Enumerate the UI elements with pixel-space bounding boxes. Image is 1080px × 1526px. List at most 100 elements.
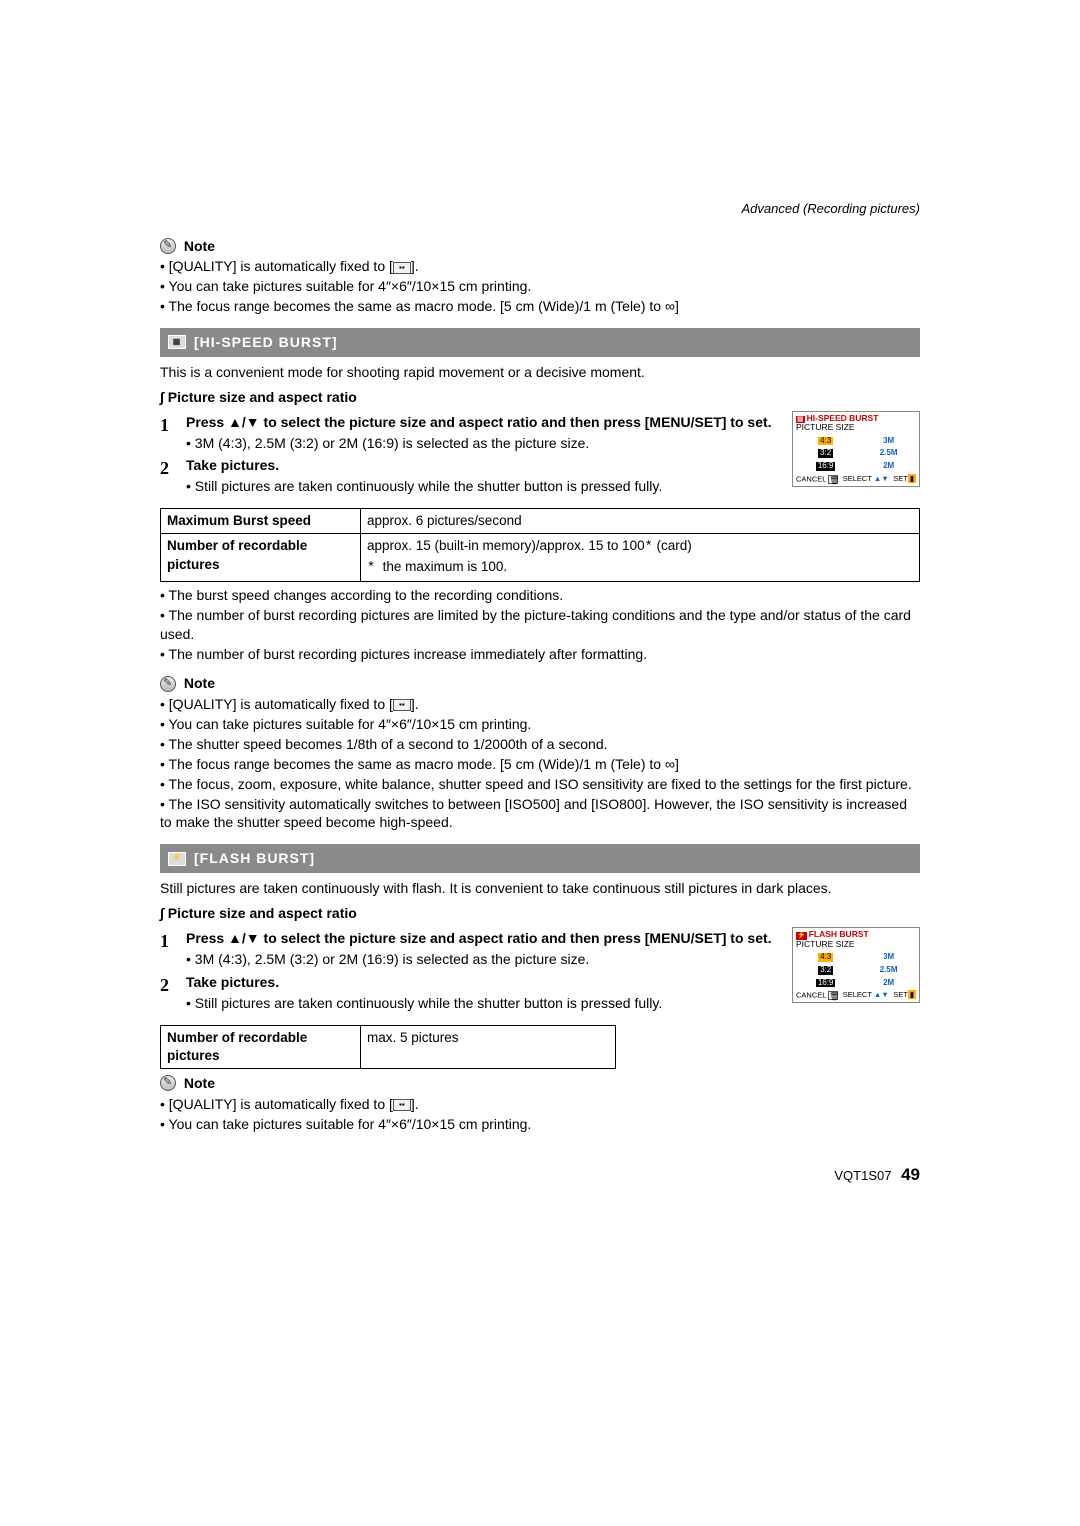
step-number: 2 — [160, 973, 176, 1015]
note1-item: The focus range becomes the same as macr… — [160, 297, 920, 316]
spec-val: approx. 6 pictures/second — [361, 509, 920, 534]
hispeed-spec-table: Maximum Burst speed approx. 6 pictures/s… — [160, 508, 920, 582]
hispeed-mode-icon: ▦ — [168, 335, 186, 349]
spec-key: Number of recordable pictures — [161, 1025, 361, 1068]
lcd-ratio: 4:3 — [818, 953, 833, 962]
step-number: 1 — [160, 413, 176, 455]
note1-item: [QUALITY] is automatically fixed to [▪▪]… — [160, 257, 920, 276]
flash-step-1: 1 Press ▲/▼ to select the picture size a… — [160, 929, 780, 971]
hispeed-step1-title: Press ▲/▼ to select the picture size and… — [186, 413, 772, 432]
flash-step-2: 2 Take pictures. Still pictures are take… — [160, 973, 780, 1015]
flash-step2-sub: Still pictures are taken continuously wh… — [186, 994, 662, 1013]
note2-item: The focus range becomes the same as macr… — [160, 755, 920, 774]
note2-list: [QUALITY] is automatically fixed to [▪▪]… — [160, 695, 920, 832]
flash-step1-title: Press ▲/▼ to select the picture size and… — [186, 929, 772, 948]
lcd-cancel: CANCEL — [796, 991, 826, 1000]
lcd-ratio: 4:3 — [818, 437, 833, 446]
page-number: 49 — [901, 1165, 920, 1184]
note-label: Note — [184, 675, 215, 691]
hispeed-subhead: Picture size and aspect ratio — [160, 388, 920, 407]
hispeed-title: [HI-SPEED BURST] — [194, 333, 338, 352]
flash-step1-sub: 3M (4:3), 2.5M (3:2) or 2M (16:9) is sel… — [186, 950, 772, 969]
lcd-val: 3M — [883, 952, 894, 961]
note3-item: You can take pictures suitable for 4″×6″… — [160, 1115, 920, 1134]
hispeed-lcd-title: HI-SPEED BURST — [807, 413, 879, 423]
flash-mode-icon: ⚡ — [168, 852, 186, 866]
note2-item: The focus, zoom, exposure, white balance… — [160, 775, 920, 794]
hispeed-step-2: 2 Take pictures. Still pictures are take… — [160, 456, 780, 498]
note-label: Note — [184, 1075, 215, 1091]
note3-item: [QUALITY] is automatically fixed to [▪▪]… — [160, 1095, 920, 1114]
note3-list: [QUALITY] is automatically fixed to [▪▪]… — [160, 1095, 920, 1134]
flash-lcd-preview: ⚡FLASH BURST PICTURE SIZE 4:33M 3:22.5M … — [792, 927, 920, 1003]
step-number: 2 — [160, 456, 176, 498]
flash-title: [FLASH BURST] — [194, 849, 315, 868]
hispeed-step2-sub: Still pictures are taken continuously wh… — [186, 477, 662, 496]
spec-key: Maximum Burst speed — [161, 509, 361, 534]
lcd-val: 2.5M — [880, 965, 898, 974]
flash-lcd-title: FLASH BURST — [809, 929, 869, 939]
lcd-ratio: 3:2 — [818, 449, 833, 458]
spec-val: max. 5 pictures — [361, 1025, 616, 1068]
trash-icon: 🗑 — [828, 991, 838, 1000]
lcd-cancel: CANCEL — [796, 475, 826, 484]
hispeed-step1-sub: 3M (4:3), 2.5M (3:2) or 2M (16:9) is sel… — [186, 434, 772, 453]
note-icon — [160, 676, 176, 692]
note2-item: The ISO sensitivity automatically switch… — [160, 795, 920, 833]
quality-std-icon: ▪▪ — [393, 262, 411, 274]
menu-set-icon: ▮ — [908, 474, 916, 483]
quality-std-icon: ▪▪ — [393, 699, 411, 711]
lcd-val: 2M — [883, 461, 894, 470]
page-header: Advanced (Recording pictures) — [160, 200, 920, 218]
list-item: The burst speed changes according to the… — [160, 586, 920, 605]
note-block-3: Note [QUALITY] is automatically fixed to… — [160, 1073, 920, 1134]
flash-steps-row: 1 Press ▲/▼ to select the picture size a… — [160, 927, 920, 1017]
menu-set-icon: ▮ — [908, 990, 916, 999]
hispeed-steps-row: 1 Press ▲/▼ to select the picture size a… — [160, 411, 920, 501]
hispeed-step2-title: Take pictures. — [186, 456, 662, 475]
flash-lcd-grid: 4:3 3M 3:2 2.5M 16:9 2M — [793, 951, 919, 989]
lcd-select: SELECT — [843, 990, 872, 999]
hispeed-section-bar: ▦ [HI-SPEED BURST] — [160, 328, 920, 357]
lcd-val: 2.5M — [880, 448, 898, 457]
hispeed-step-1: 1 Press ▲/▼ to select the picture size a… — [160, 413, 780, 455]
lcd-ratio: 16:9 — [816, 462, 836, 471]
flash-step2-title: Take pictures. — [186, 973, 662, 992]
note-label: Note — [184, 237, 215, 253]
spec-key: Number of recordable pictures — [161, 534, 361, 581]
lcd-set: SET — [893, 990, 908, 999]
trash-icon: 🗑 — [828, 475, 838, 484]
note-block-2: Note [QUALITY] is automatically fixed to… — [160, 673, 920, 832]
flash-subhead: Picture size and aspect ratio — [160, 904, 920, 923]
note-icon — [160, 238, 176, 254]
flash-intro: Still pictures are taken continuously wi… — [160, 879, 920, 898]
flash-section-bar: ⚡ [FLASH BURST] — [160, 844, 920, 873]
flash-spec-table: Number of recordable pictures max. 5 pic… — [160, 1025, 616, 1069]
quality-std-icon: ▪▪ — [393, 1099, 411, 1111]
hispeed-lcd-sub: PICTURE SIZE — [793, 423, 919, 434]
note2-item: [QUALITY] is automatically fixed to [▪▪]… — [160, 695, 920, 714]
page-footer: VQT1S07 49 — [160, 1164, 920, 1187]
spec-val: approx. 15 (built-in memory)/approx. 15 … — [361, 534, 920, 581]
note2-item: The shutter speed becomes 1/8th of a sec… — [160, 735, 920, 754]
lcd-val: 2M — [883, 978, 894, 987]
list-item: The number of burst recording pictures a… — [160, 606, 920, 644]
lcd-ratio: 16:9 — [816, 979, 836, 988]
note-block-1: Note [QUALITY] is automatically fixed to… — [160, 236, 920, 316]
note2-item: You can take pictures suitable for 4″×6″… — [160, 715, 920, 734]
lcd-val: 3M — [883, 436, 894, 445]
flash-lcd-sub: PICTURE SIZE — [793, 940, 919, 951]
hispeed-lcd-grid: 4:3 3M 3:2 2.5M 16:9 2M — [793, 435, 919, 473]
doc-code: VQT1S07 — [834, 1168, 891, 1183]
lcd-select: SELECT — [843, 474, 872, 483]
hispeed-after-list: The burst speed changes according to the… — [160, 586, 920, 664]
hispeed-intro: This is a convenient mode for shooting r… — [160, 363, 920, 382]
hispeed-lcd-preview: ▦HI-SPEED BURST PICTURE SIZE 4:33M 3:22.… — [792, 411, 920, 487]
list-item: The number of burst recording pictures i… — [160, 645, 920, 664]
lcd-ratio: 3:2 — [818, 966, 833, 975]
lcd-set: SET — [893, 474, 908, 483]
note-icon — [160, 1075, 176, 1091]
note1-list: [QUALITY] is automatically fixed to [▪▪]… — [160, 257, 920, 316]
note1-item: You can take pictures suitable for 4″×6″… — [160, 277, 920, 296]
step-number: 1 — [160, 929, 176, 971]
